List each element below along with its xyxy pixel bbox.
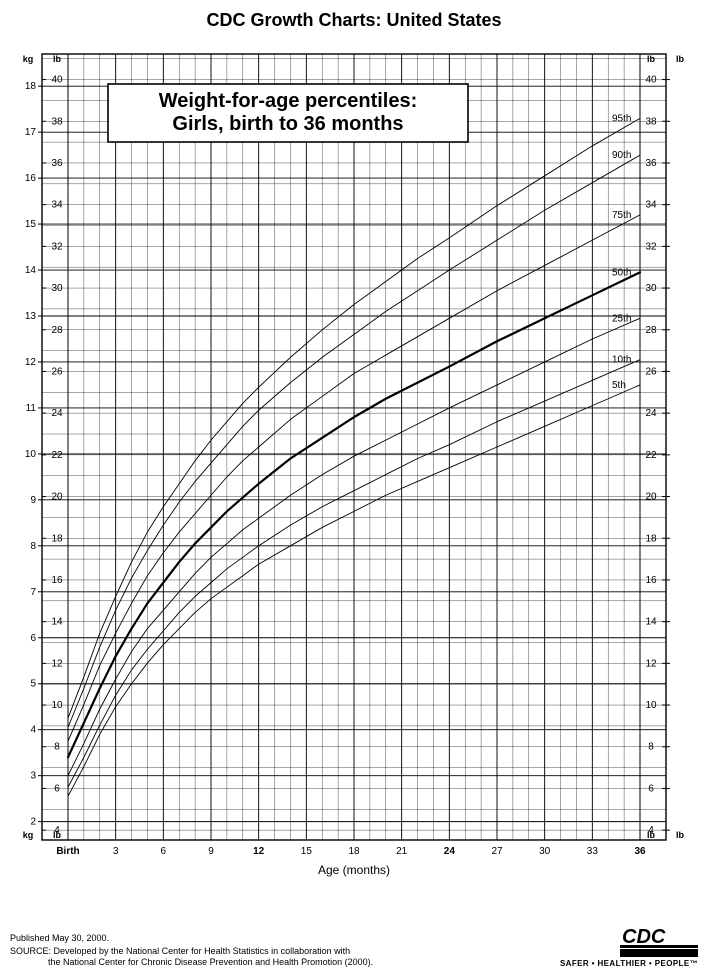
kg-tick: 11 [26,403,37,414]
lb-tick-right: 14 [645,617,657,628]
unit-lb-right-top: lb [647,54,656,64]
x-tick-label: 15 [301,846,313,857]
subtitle-line2: Girls, birth to 36 months [172,113,403,135]
kg-tick: 18 [25,81,37,92]
curve-label-90th: 90th [612,150,631,161]
unit-lb-far-bottom: lb [676,830,685,840]
subtitle-line1: Weight-for-age percentiles: [159,90,418,112]
curve-label-25th: 25th [612,313,631,324]
lb-tick-left: 32 [51,241,63,252]
curve-label-50th: 50th [612,267,631,278]
lb-tick-left: 36 [51,158,63,169]
kg-tick: 5 [30,679,36,690]
cdc-logo-icon: CDC [620,927,698,957]
x-tick-label: 21 [396,846,408,857]
kg-tick: 3 [30,771,36,782]
lb-tick-left: 14 [51,617,63,628]
unit-lb-far-top: lb [676,54,685,64]
x-tick-label: 18 [348,846,360,857]
curve-label-10th: 10th [612,355,631,366]
kg-tick: 7 [30,587,36,598]
kg-tick: 12 [25,357,37,368]
lb-tick-left: 8 [54,742,60,753]
x-axis-label: Age (months) [318,863,390,877]
lb-tick-right: 12 [645,658,657,669]
kg-tick: 4 [30,725,36,736]
lb-tick-left: 30 [51,283,63,294]
main-title: CDC Growth Charts: United States [0,10,708,31]
lb-tick-right: 22 [645,450,657,461]
lb-tick-right: 6 [648,783,654,794]
x-tick-label: 24 [444,846,456,857]
kg-tick: 6 [30,633,36,644]
lb-tick-left: 34 [51,200,63,211]
lb-tick-left: 16 [51,575,63,586]
unit-kg-top: kg [23,54,34,64]
kg-tick: 16 [25,173,37,184]
lb-tick-left: 6 [54,783,60,794]
x-tick-label: 6 [161,846,167,857]
lb-tick-right: 34 [645,200,657,211]
growth-chart: 5th10th25th50th75th90th95th2345678910111… [10,48,698,886]
x-tick-label: Birth [56,846,79,857]
curve-label-95th: 95th [612,113,631,124]
kg-tick: 2 [30,817,36,828]
lb-tick-left: 10 [51,700,63,711]
unit-lb-right-bottom: lb [647,830,656,840]
lb-tick-right: 26 [645,366,657,377]
lb-tick-left: 20 [51,492,63,503]
kg-tick: 14 [25,265,37,276]
curve-label-75th: 75th [612,210,631,221]
lb-tick-left: 22 [51,450,63,461]
lb-tick-right: 20 [645,492,657,503]
kg-tick: 15 [25,219,37,230]
unit-lb-left-bottom: lb [53,830,62,840]
kg-tick: 13 [25,311,37,322]
lb-tick-right: 28 [645,325,657,336]
lb-tick-right: 40 [645,75,657,86]
kg-tick: 8 [30,541,36,552]
kg-tick: 10 [25,449,37,460]
lb-tick-right: 24 [645,408,657,419]
kg-tick: 17 [25,127,37,138]
x-tick-label: 9 [208,846,214,857]
lb-tick-right: 36 [645,158,657,169]
curve-label-5th: 5th [612,380,626,391]
lb-tick-left: 18 [51,533,63,544]
lb-tick-right: 32 [645,241,657,252]
x-tick-label: 36 [634,846,646,857]
cdc-tagline: SAFER • HEALTHIER • PEOPLE™ [560,959,698,968]
x-tick-label: 27 [491,846,503,857]
lb-tick-right: 16 [645,575,657,586]
lb-tick-left: 24 [51,408,63,419]
x-tick-label: 33 [587,846,599,857]
cdc-logo-block: CDC SAFER • HEALTHIER • PEOPLE™ [560,927,698,968]
kg-tick: 9 [30,495,36,506]
lb-tick-left: 26 [51,366,63,377]
lb-tick-left: 38 [51,116,63,127]
lb-tick-right: 8 [648,742,654,753]
svg-text:CDC: CDC [622,927,666,948]
lb-tick-right: 18 [645,533,657,544]
lb-tick-left: 12 [51,658,63,669]
lb-tick-left: 40 [51,75,63,86]
lb-tick-right: 38 [645,116,657,127]
lb-tick-right: 30 [645,283,657,294]
x-tick-label: 3 [113,846,119,857]
unit-lb-left-top: lb [53,54,62,64]
x-tick-label: 30 [539,846,551,857]
lb-tick-right: 10 [645,700,657,711]
lb-tick-left: 28 [51,325,63,336]
x-tick-label: 12 [253,846,265,857]
unit-kg-bottom: kg [23,830,34,840]
